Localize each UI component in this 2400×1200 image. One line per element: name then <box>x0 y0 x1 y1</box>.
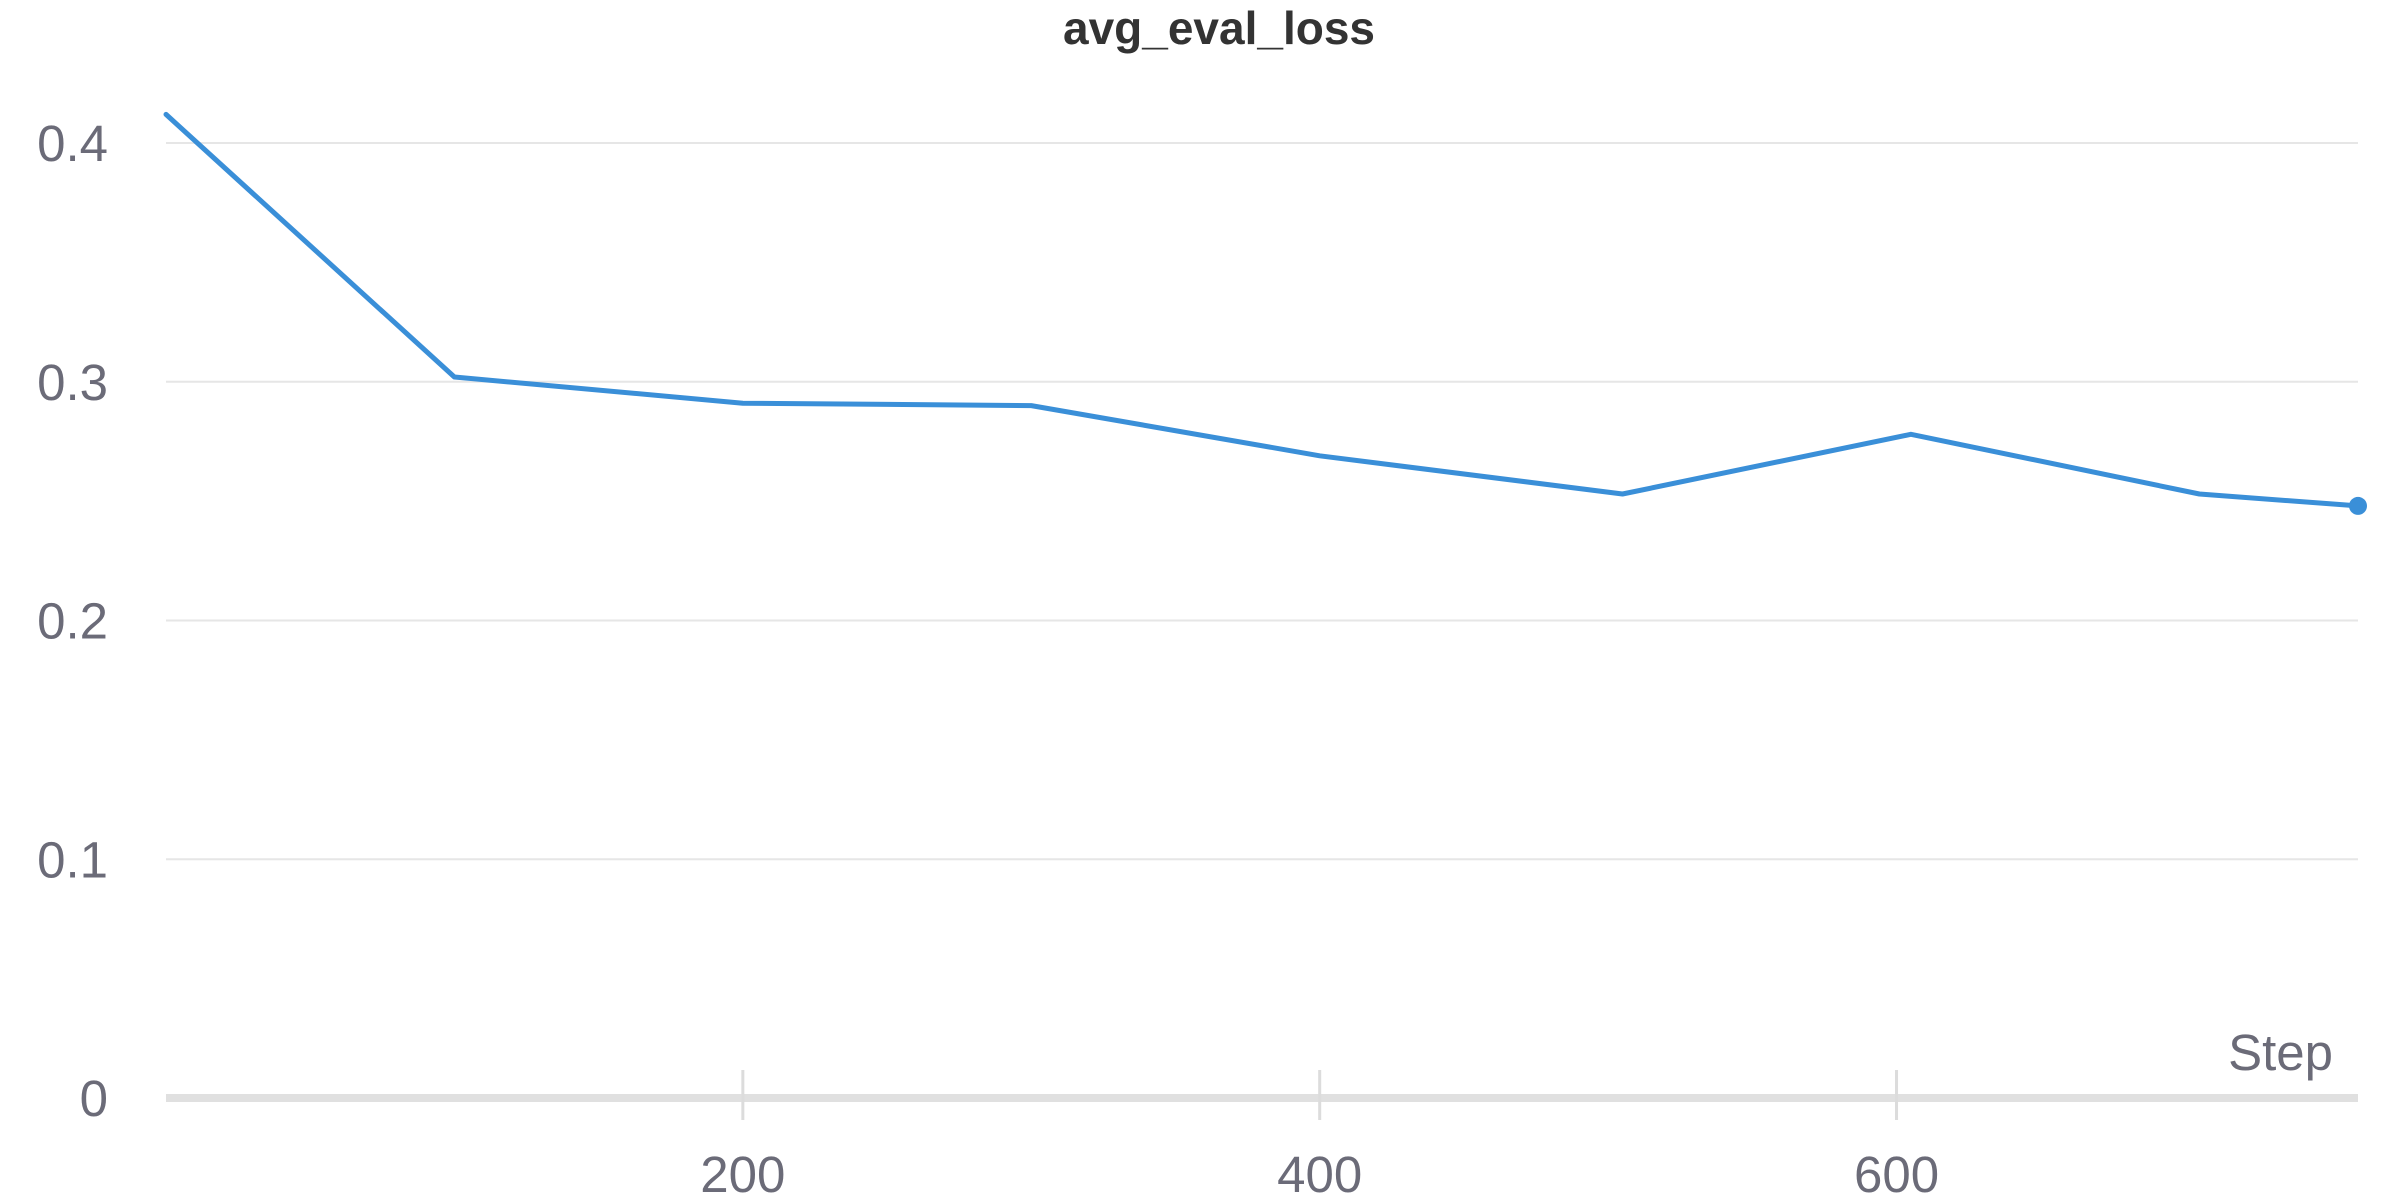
y-tick-label: 0.3 <box>37 354 108 411</box>
series-layer <box>163 111 2367 515</box>
y-tick-label: 0 <box>80 1070 108 1127</box>
y-axis-ticks: 0 0.1 0.2 0.3 0.4 <box>37 115 108 1127</box>
x-tick-label: 600 <box>1854 1146 1939 1200</box>
y-tick-label: 0.2 <box>37 593 108 650</box>
grid-lines <box>166 142 2358 861</box>
x-axis-ticks: 200 400 600 <box>700 1070 1939 1200</box>
series-end-point <box>2349 496 2367 515</box>
y-tick-label: 0.4 <box>37 115 108 172</box>
x-tick-label: 400 <box>1277 1146 1362 1200</box>
x-axis-label: Step <box>2228 1024 2333 1081</box>
series-line <box>163 111 2361 509</box>
x-tick-label: 200 <box>700 1146 785 1200</box>
chart-title: avg_eval_loss <box>1063 2 1375 54</box>
y-tick-label: 0.1 <box>37 831 108 888</box>
